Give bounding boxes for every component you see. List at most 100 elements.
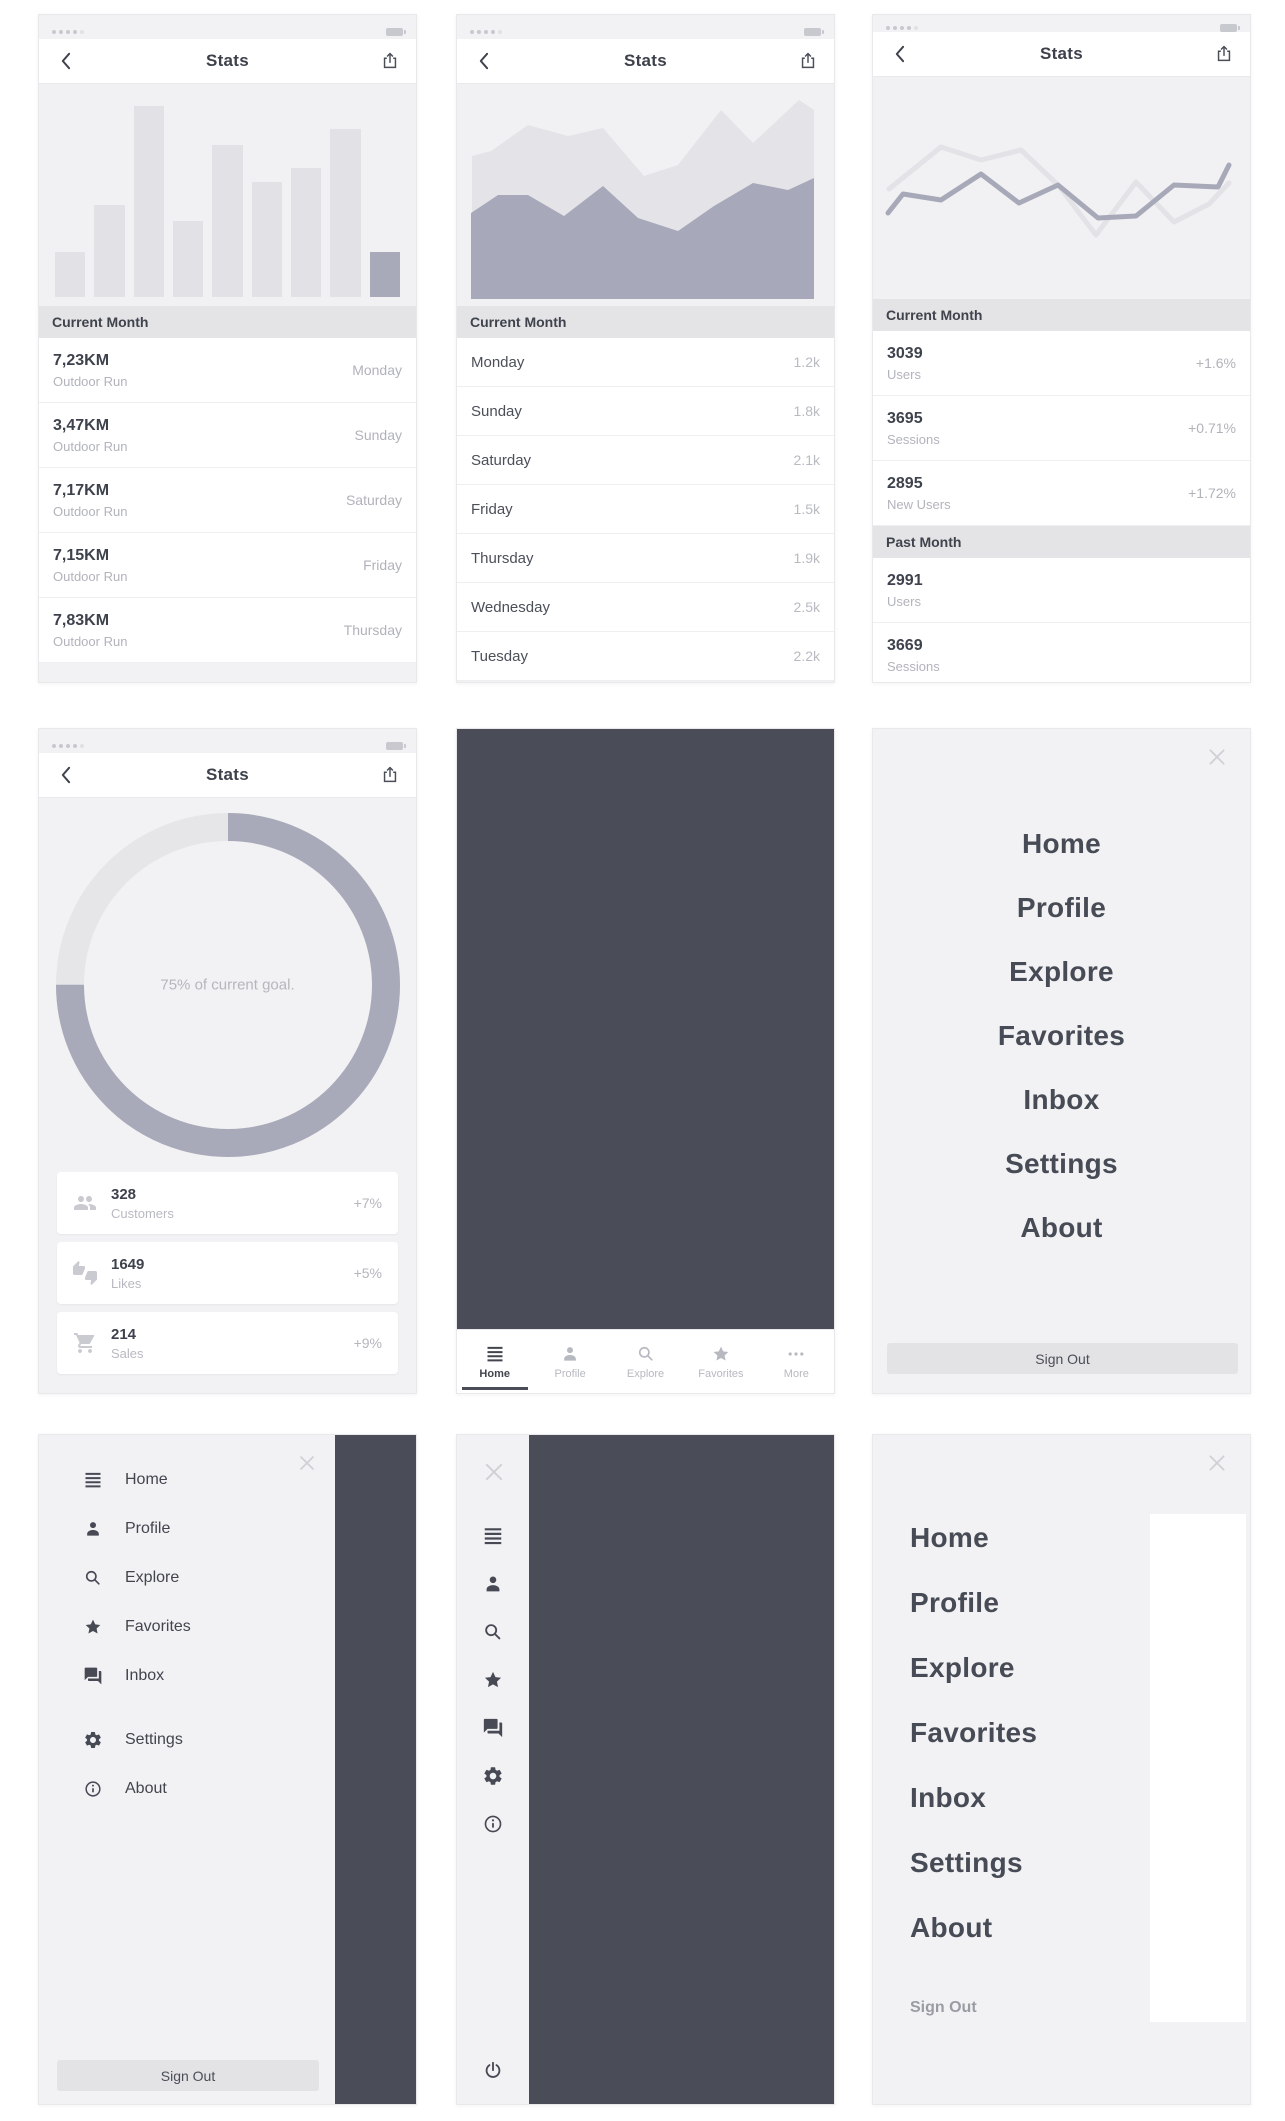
table-row[interactable]: Saturday 2.1k <box>457 436 834 485</box>
table-row[interactable]: Sunday 1.8k <box>457 387 834 436</box>
table-row[interactable]: 7,17KM Outdoor Run Saturday <box>39 468 416 533</box>
status-bar <box>39 15 416 39</box>
share-button[interactable] <box>797 50 819 72</box>
menu-item-favorites[interactable]: Favorites <box>83 1602 191 1651</box>
rail-item-signout[interactable] <box>457 2060 529 2082</box>
menu-item-inbox[interactable]: Inbox <box>83 1651 191 1700</box>
drawer-panel <box>39 1435 335 2104</box>
rail-item-home[interactable] <box>482 1512 504 1560</box>
table-row[interactable]: 3039 Users +1.6% <box>873 331 1250 396</box>
tab-favorites[interactable]: Favorites <box>683 1330 758 1393</box>
table-row[interactable]: Tuesday 2.2k <box>457 632 834 681</box>
sign-out-button[interactable]: Sign Out <box>57 2060 319 2091</box>
table-row[interactable]: 7,23KM Outdoor Run Monday <box>39 338 416 403</box>
close-button[interactable] <box>1206 746 1228 768</box>
row-day: Thursday <box>471 549 534 567</box>
rail-item-inbox[interactable] <box>482 1704 504 1752</box>
dimmed-content[interactable] <box>529 1435 834 2104</box>
table-row[interactable]: 7,83KM Outdoor Run Thursday <box>39 598 416 663</box>
menu-item-inbox[interactable]: Inbox <box>910 1782 987 1813</box>
chat-icon <box>483 1718 503 1738</box>
row-day: Tuesday <box>471 647 528 665</box>
row-day: Saturday <box>345 492 402 508</box>
menu-item-profile[interactable]: Profile <box>1016 892 1107 923</box>
share-icon <box>383 766 397 783</box>
tab-home[interactable]: Home <box>457 1330 532 1393</box>
table-row[interactable]: 3669 Sessions <box>873 623 1250 682</box>
close-icon <box>485 1463 503 1481</box>
sign-out-link[interactable]: Sign Out <box>910 1999 977 2016</box>
tab-more[interactable]: More <box>759 1330 834 1393</box>
stat-card[interactable]: 1649 Likes +5% <box>57 1242 398 1304</box>
menu-item-about[interactable]: About <box>1020 1212 1103 1243</box>
share-button[interactable] <box>379 50 401 72</box>
share-button[interactable] <box>379 764 401 786</box>
rail-item-explore[interactable] <box>482 1608 504 1656</box>
table-row[interactable]: 3695 Sessions +0.71% <box>873 396 1250 461</box>
rail-item-profile[interactable] <box>482 1560 504 1608</box>
tab-explore[interactable]: Explore <box>608 1330 683 1393</box>
table-row[interactable]: 2991 Users <box>873 558 1250 623</box>
menu-item-about[interactable]: About <box>83 1764 191 1813</box>
menu-item-about[interactable]: About <box>910 1912 993 1943</box>
menu-item-home[interactable]: Home <box>910 1522 989 1553</box>
menu-item-explore[interactable]: Explore <box>910 1652 1015 1683</box>
back-button[interactable] <box>888 43 910 65</box>
dimmed-content[interactable] <box>335 1435 416 2104</box>
nav-header: Stats <box>457 39 834 84</box>
rail-item-settings[interactable] <box>482 1752 504 1800</box>
close-button[interactable] <box>297 1453 319 1475</box>
rail-item-favorites[interactable] <box>482 1656 504 1704</box>
row-day: Wednesday <box>471 598 550 616</box>
menu-item-label: Inbox <box>125 1666 165 1684</box>
menu-item-profile[interactable]: Profile <box>910 1587 1000 1618</box>
menu-item-home[interactable]: Home <box>83 1455 191 1504</box>
row-value: 3039 <box>887 344 923 362</box>
back-button[interactable] <box>472 50 494 72</box>
battery-icon <box>804 27 824 36</box>
menu-item-explore[interactable]: Explore <box>1009 956 1114 987</box>
menu-item-label: Profile <box>125 1519 171 1537</box>
menu-item-profile[interactable]: Profile <box>83 1504 191 1553</box>
menu-item-label: Favorites <box>125 1617 191 1635</box>
menu-item-explore[interactable]: Explore <box>83 1553 191 1602</box>
stat-card[interactable]: 328 Customers +7% <box>57 1172 398 1234</box>
bar <box>172 221 204 297</box>
table-row[interactable]: Thursday 1.9k <box>457 534 834 583</box>
back-button[interactable] <box>54 50 76 72</box>
close-button[interactable] <box>482 1460 504 1482</box>
card-value: 328 <box>111 1185 137 1203</box>
row-label: Outdoor Run <box>53 438 128 454</box>
table-row[interactable]: Friday 1.5k <box>457 485 834 534</box>
close-button[interactable] <box>1206 1452 1228 1474</box>
person-icon <box>486 1576 500 1592</box>
menu-item-favorites[interactable]: Favorites <box>997 1020 1126 1051</box>
line-chart-svg <box>885 144 1232 238</box>
table-row[interactable]: 3,47KM Outdoor Run Sunday <box>39 403 416 468</box>
menu-item-settings[interactable]: Settings <box>1005 1148 1118 1179</box>
row-value: 1.5k <box>793 501 820 517</box>
menu-item-favorites[interactable]: Favorites <box>910 1717 1038 1748</box>
tab-profile[interactable]: Profile <box>532 1330 607 1393</box>
table-row[interactable]: 7,15KM Outdoor Run Friday <box>39 533 416 598</box>
page-title: Stats <box>205 765 250 784</box>
area-chart <box>457 84 834 306</box>
drawer-menu: Home Profile Explore Favorites Inbox Set… <box>83 1455 191 1813</box>
rail-item-about[interactable] <box>482 1800 504 1848</box>
share-button[interactable] <box>1213 43 1235 65</box>
table-row[interactable]: Wednesday 2.5k <box>457 583 834 632</box>
menu-icon <box>85 1472 101 1487</box>
back-button[interactable] <box>54 764 76 786</box>
stat-card[interactable]: 214 Sales +9% <box>57 1312 398 1374</box>
menu-item-inbox[interactable]: Inbox <box>1023 1084 1100 1115</box>
sign-out-button[interactable]: Sign Out <box>887 1343 1238 1374</box>
menu-item-home[interactable]: Home <box>1022 828 1101 859</box>
row-day: Sunday <box>354 427 402 443</box>
table-row[interactable]: 2895 New Users +1.72% <box>873 461 1250 526</box>
share-icon <box>383 52 397 69</box>
card-label: Likes <box>111 1275 142 1291</box>
menu-item-settings[interactable]: Settings <box>83 1715 191 1764</box>
menu-item-settings[interactable]: Settings <box>910 1847 1023 1878</box>
table-row[interactable]: Monday 1.2k <box>457 338 834 387</box>
screen-menu-side: Home Profile Explore Favorites Inbox Set… <box>38 1434 417 2105</box>
